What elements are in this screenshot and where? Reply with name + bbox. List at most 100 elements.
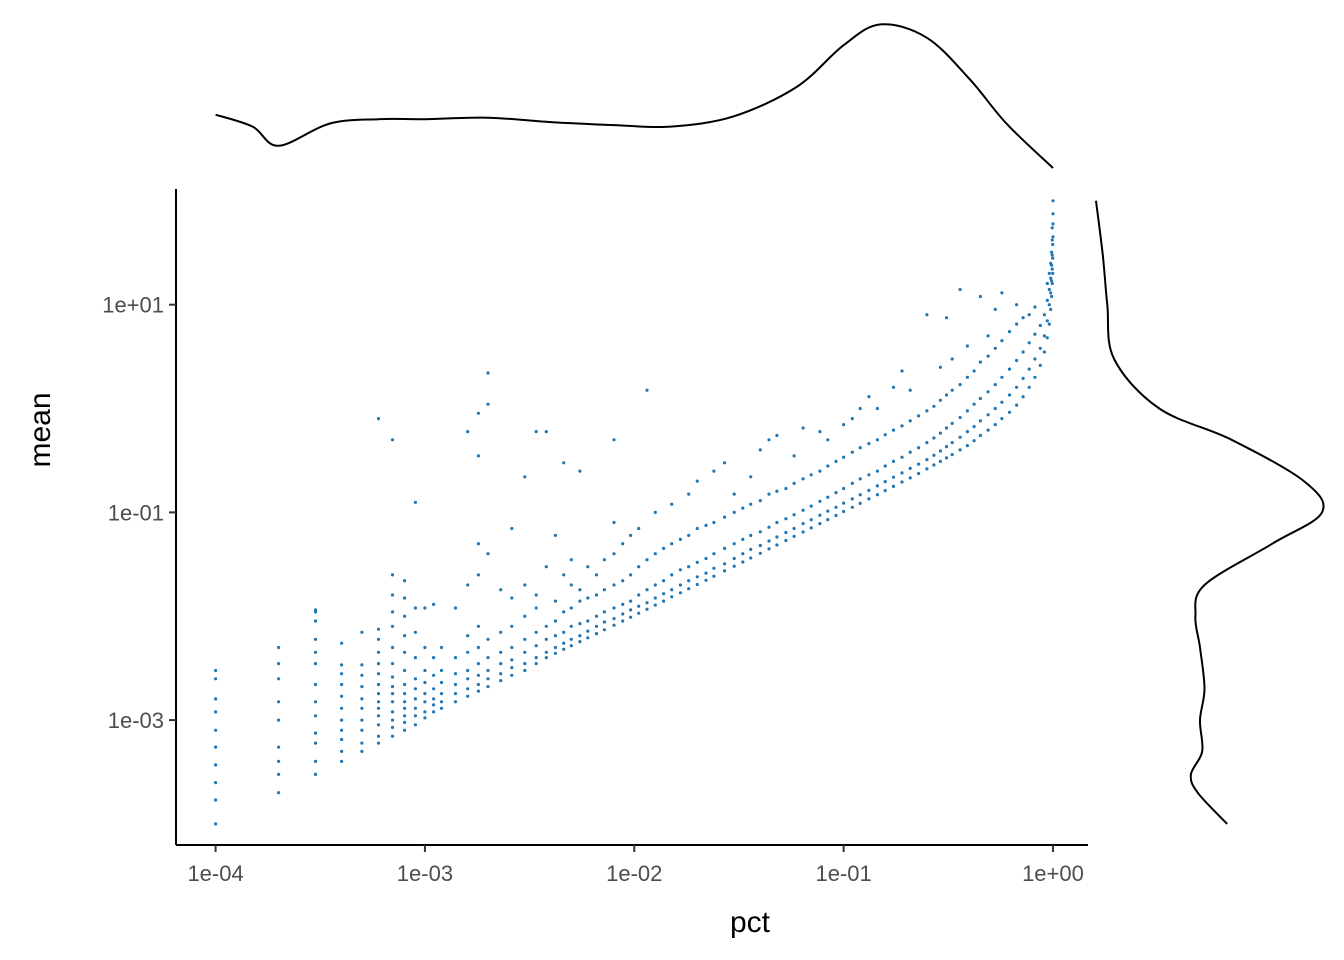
data-point [586, 629, 590, 633]
data-point [842, 455, 846, 459]
data-point [834, 491, 838, 495]
data-point [867, 442, 871, 446]
data-point [486, 637, 490, 641]
data-point [662, 579, 666, 583]
data-point [621, 542, 625, 546]
data-point [523, 662, 527, 666]
data-point [534, 430, 538, 434]
data-point [476, 624, 480, 628]
data-point [277, 662, 281, 666]
data-point [432, 673, 436, 677]
data-point [741, 552, 745, 556]
data-point [423, 700, 427, 704]
data-point [809, 473, 813, 477]
data-point [834, 505, 838, 509]
y-tick-label: 1e+01 [102, 293, 164, 318]
data-point [510, 645, 514, 650]
data-point [1047, 287, 1051, 292]
data-point [423, 710, 427, 714]
data-point [313, 714, 318, 718]
data-point [767, 438, 771, 442]
data-point [938, 459, 943, 463]
data-point [1051, 242, 1055, 247]
data-point [453, 692, 458, 696]
data-point [214, 798, 218, 802]
data-point [586, 596, 590, 600]
data-point [313, 650, 318, 654]
data-point [214, 763, 218, 767]
data-point [340, 672, 344, 676]
data-point [978, 433, 983, 438]
data-point [594, 593, 599, 597]
data-point [476, 689, 480, 693]
data-point [1027, 385, 1031, 389]
data-point [376, 662, 381, 666]
data-point [900, 471, 904, 475]
data-point [376, 672, 381, 676]
data-point [214, 710, 218, 714]
data-point [637, 526, 641, 531]
data-point [562, 573, 566, 577]
data-point [466, 687, 470, 691]
data-point [553, 651, 558, 655]
data-point [214, 781, 218, 785]
data-point [390, 438, 395, 442]
data-point [486, 371, 490, 375]
data-point [476, 682, 480, 687]
data-point [1050, 250, 1054, 254]
data-point [891, 459, 896, 463]
data-point [950, 421, 954, 425]
x-density-curve [215, 23, 1054, 169]
data-point [1042, 350, 1046, 354]
data-point [499, 650, 503, 654]
data-point [569, 606, 573, 610]
data-point [723, 562, 727, 566]
data-point [578, 640, 582, 644]
data-point [670, 542, 674, 546]
data-point [792, 454, 796, 458]
data-point [360, 718, 364, 722]
data-point [602, 620, 607, 624]
x-tick-label: 1e+00 [1022, 861, 1084, 886]
data-point [637, 611, 641, 615]
data-point [602, 628, 607, 632]
data-point [917, 414, 921, 418]
data-point [662, 599, 666, 603]
data-point [1045, 319, 1049, 323]
data-point [390, 675, 395, 679]
data-point [875, 438, 880, 442]
data-point [712, 469, 716, 473]
data-point [958, 415, 962, 420]
data-point [741, 560, 745, 564]
data-point [1049, 291, 1053, 295]
data-point [403, 614, 407, 618]
data-point [544, 650, 548, 654]
data-point [1007, 330, 1012, 334]
data-point [486, 685, 490, 689]
data-point [578, 588, 582, 592]
data-point [486, 677, 490, 681]
data-point [403, 720, 407, 725]
data-point [569, 583, 573, 587]
data-point [908, 419, 912, 423]
data-point [875, 469, 880, 473]
data-point [944, 456, 949, 460]
data-point [612, 583, 616, 587]
data-point [723, 569, 727, 573]
data-point [413, 714, 417, 718]
data-point [439, 645, 444, 650]
data-point [390, 725, 395, 730]
data-point [741, 506, 745, 510]
data-point [612, 623, 616, 627]
data-point [1050, 253, 1054, 257]
data-point [950, 441, 954, 445]
data-point [313, 700, 318, 704]
data-point [775, 535, 779, 539]
data-point [932, 404, 936, 408]
data-point [553, 645, 558, 650]
data-point [313, 662, 318, 666]
data-point [313, 682, 318, 687]
data-point [842, 423, 846, 427]
data-point [792, 534, 796, 539]
data-point [432, 697, 436, 701]
